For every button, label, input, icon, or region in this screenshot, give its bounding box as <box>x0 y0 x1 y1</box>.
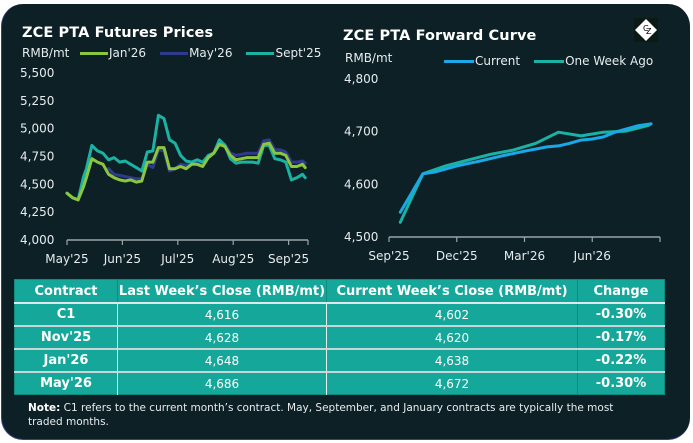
legend-item-one-week-ago: One Week Ago <box>534 54 653 68</box>
svg-text:Z: Z <box>646 27 652 36</box>
cell-change: -0.30% <box>577 372 665 395</box>
left-chart-unit: RMB/mt <box>22 46 70 60</box>
header-change: Change <box>577 279 665 304</box>
note-text: C1 refers to the current month’s contrac… <box>28 402 614 428</box>
y-tick-label: 4,250 <box>20 205 54 219</box>
cell-last-week: 4,648 <box>117 349 327 373</box>
y-tick-label: 4,800 <box>344 72 378 86</box>
series-line-current <box>398 122 653 214</box>
x-tick-label: Mar'26 <box>504 249 545 263</box>
legend-swatch <box>80 51 108 55</box>
cell-change: -0.17% <box>577 326 665 350</box>
y-tick-label: 4,600 <box>344 177 378 191</box>
footnote: Note: C1 refers to the current month’s c… <box>28 401 648 429</box>
y-tick-label: 4,750 <box>20 150 54 164</box>
series-line-one-week-ago <box>398 122 653 224</box>
y-tick-label: 5,000 <box>20 122 54 136</box>
cell-current-week: 4,602 <box>326 303 578 327</box>
table-header-row: Contract Last Week’s Close (RMB/mt) Curr… <box>14 279 665 304</box>
cell-contract: C1 <box>14 303 118 327</box>
right-chart-plot: 4,500 4,600 4,700 4,800 Sep'25 Dec'25 Mar'26 Ju… <box>344 72 661 263</box>
header-last-week-close: Last Week’s Close (RMB/mt) <box>117 279 327 304</box>
series-line-sept-25 <box>65 113 307 202</box>
cell-change: -0.30% <box>577 303 665 327</box>
series-line-jan-26 <box>65 141 307 202</box>
header-current-week-close: Current Week’s Close (RMB/mt) <box>326 279 578 304</box>
czapp-logo-icon: C Z <box>634 18 658 42</box>
x-tick-label: Jun'25 <box>103 252 141 266</box>
right-chart-unit: RMB/mt <box>345 51 393 65</box>
table-row: Jan'26 4,648 4,638 -0.22% <box>14 349 665 373</box>
x-tick-label: Sep'25 <box>368 249 409 263</box>
cell-contract: Nov'25 <box>14 326 118 350</box>
right-chart-title: ZCE PTA Forward Curve <box>343 28 537 44</box>
legend-item-jan26: Jan'26 <box>80 46 146 60</box>
x-tick-label: Aug'25 <box>212 252 254 266</box>
legend-label: May'26 <box>189 46 233 60</box>
note-label: Note: <box>28 402 61 414</box>
left-chart-title: ZCE PTA Futures Prices <box>22 25 214 41</box>
y-tick-label: 4,500 <box>20 177 54 191</box>
table-row: May'26 4,686 4,672 -0.30% <box>14 372 665 395</box>
x-tick-label: Sep'25 <box>268 252 309 266</box>
cell-current-week: 4,620 <box>326 326 578 350</box>
legend-label: Sept'25 <box>275 46 322 60</box>
cell-current-week: 4,672 <box>326 372 578 395</box>
cell-current-week: 4,638 <box>326 349 578 373</box>
left-chart-plot: 4,000 4,250 4,500 4,750 5,000 5,250 5,500 May'2… <box>20 66 309 266</box>
x-tick-label: May'25 <box>45 252 88 266</box>
legend-swatch <box>444 59 474 63</box>
legend-label: Current <box>475 54 521 68</box>
y-tick-label: 5,250 <box>20 94 54 108</box>
x-tick-label: Dec'25 <box>436 249 478 263</box>
cell-last-week: 4,616 <box>117 303 327 327</box>
legend-item-sept25: Sept'25 <box>246 46 321 60</box>
legend-swatch <box>534 59 565 63</box>
cell-contract: May'26 <box>14 372 118 395</box>
legend-swatch <box>160 51 189 55</box>
table-row: C1 4,616 4,602 -0.30% <box>14 303 665 327</box>
legend-label: One Week Ago <box>565 54 654 68</box>
cell-last-week: 4,686 <box>117 372 327 395</box>
legend-item-current: Current <box>444 54 520 68</box>
price-table: Contract Last Week’s Close (RMB/mt) Curr… <box>14 279 665 395</box>
cell-last-week: 4,628 <box>117 326 327 350</box>
y-tick-label: 4,700 <box>344 125 378 139</box>
left-chart-legend: Jan'26 May'26 Sept'25 <box>80 46 335 60</box>
table-row: Nov'25 4,628 4,620 -0.17% <box>14 326 665 350</box>
y-tick-label: 4,000 <box>20 233 54 247</box>
y-tick-label: 4,500 <box>344 230 378 244</box>
right-chart-legend: Current One Week Ago <box>444 54 667 68</box>
x-tick-label: Jun'26 <box>573 249 611 263</box>
legend-item-may26: May'26 <box>160 46 232 60</box>
svg-text:C: C <box>643 24 649 33</box>
y-tick-label: 5,500 <box>20 66 54 80</box>
cell-change: -0.22% <box>577 349 665 373</box>
cell-contract: Jan'26 <box>14 349 118 373</box>
header-contract: Contract <box>14 279 118 304</box>
legend-label: Jan'26 <box>109 46 147 60</box>
legend-swatch <box>246 51 275 55</box>
x-tick-label: Jul'25 <box>160 252 194 266</box>
